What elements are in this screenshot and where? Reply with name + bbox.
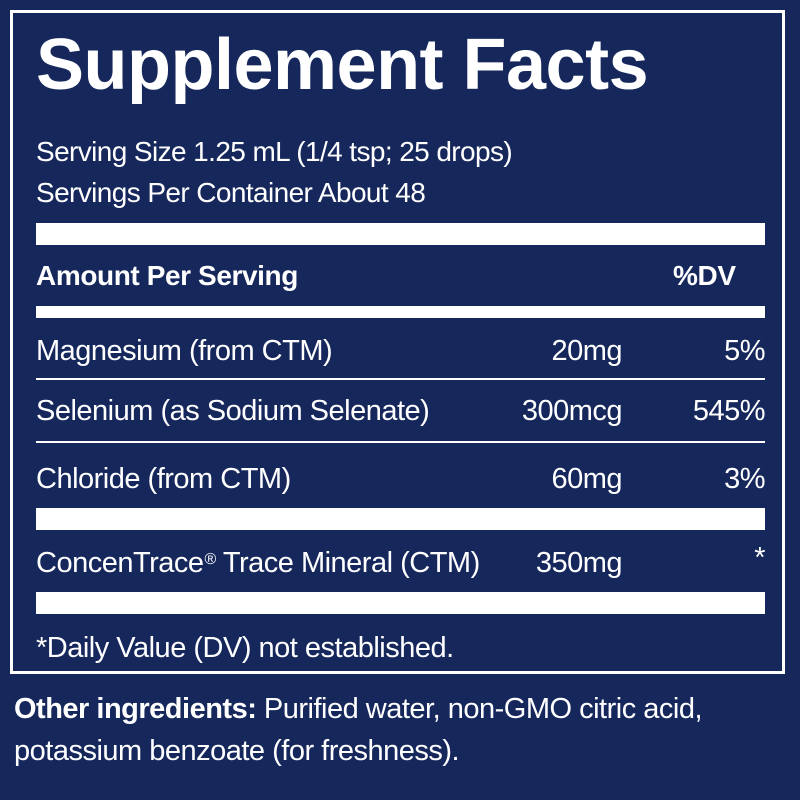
nutrient-name-selenium: Selenium (as Sodium Selenate) [36,395,430,427]
row-divider [36,441,765,443]
thick-divider-top [36,223,765,245]
registered-mark: ® [204,551,217,568]
serving-size: Serving Size 1.25 mL (1/4 tsp; 25 drops) [36,136,513,167]
other-ingredients-label: Other ingredients: [14,693,257,725]
nutrient-name-concentrace: ConcenTrace® Trace Mineral (CTM) [36,545,480,581]
concentrace-name: ConcenTrace [36,547,204,579]
concentrace-name-suffix: Trace Mineral (CTM) [215,547,480,579]
supplement-facts-panel [10,10,785,674]
medium-divider [36,306,765,318]
nutrient-name-chloride: Chloride (from CTM) [36,463,291,495]
other-ingredients-text: Purified water, non-GMO citric acid, pot… [14,693,703,767]
nutrient-dv-selenium: 545% [692,395,766,427]
dv-column-label: %DV [673,260,736,291]
nutrient-amount-chloride: 60mg [551,463,622,495]
nutrient-amount-selenium: 300mcg [521,395,623,427]
nutrient-name-magnesium: Magnesium (from CTM) [36,335,333,367]
nutrient-amount-concentrace: 350mg [535,547,623,579]
amount-per-serving-label: Amount Per Serving [36,260,298,291]
nutrient-dv-magnesium: 5% [724,335,765,367]
thick-divider-bottom [36,592,765,614]
nutrient-dv-chloride: 3% [724,463,765,495]
nutrient-dv-concentrace: * [754,542,765,574]
other-ingredients: Other ingredients: Purified water, non-G… [14,688,794,772]
nutrient-amount-magnesium: 20mg [551,335,622,367]
servings-per-container: Servings Per Container About 48 [36,177,426,208]
daily-value-footnote: *Daily Value (DV) not established. [36,632,454,664]
thick-divider-middle [36,508,765,530]
page-title: Supplement Facts [36,25,649,105]
row-divider [36,378,765,380]
